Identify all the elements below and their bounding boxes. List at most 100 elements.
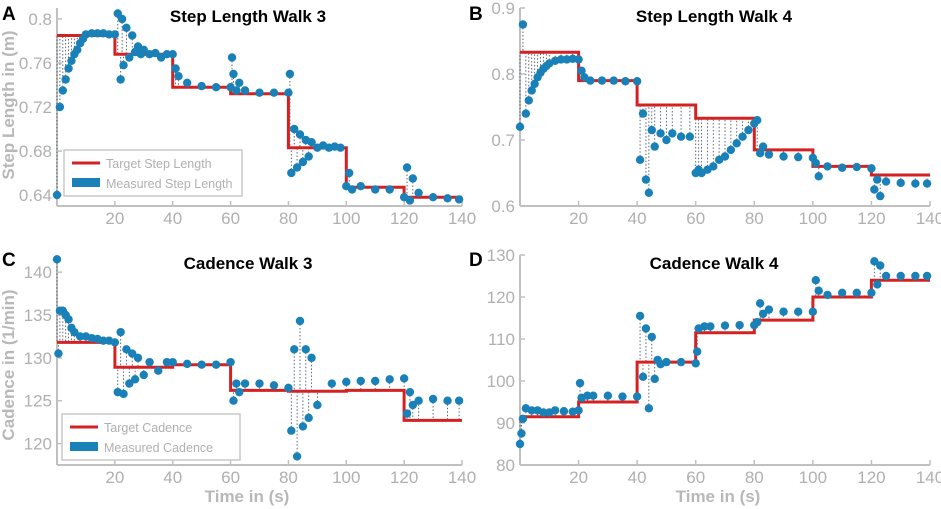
panel-a-y-tick-label: 0.72 [19, 98, 52, 117]
panel-c-letter: C [2, 250, 16, 271]
panel-c-measured-point [327, 379, 337, 388]
panel-a-measured-point [117, 14, 127, 24]
panel-a-measured-point [292, 163, 302, 172]
panel-a-measured-point [67, 56, 76, 65]
panel-b-measured-point [574, 55, 583, 64]
panel-d-measured-point [559, 407, 569, 416]
panel-a-measured-point [229, 69, 238, 79]
panel-c-measured-point [232, 379, 241, 388]
panel-b-x-tick-label: 100 [799, 209, 827, 228]
panel-c-measured-point [414, 396, 423, 405]
panel-d-letter: D [469, 250, 483, 271]
panel-c-measured-point [197, 360, 206, 369]
panel-d-measured-point [873, 280, 882, 289]
panel-c-measured-point [99, 336, 108, 345]
panel-c-x-tick-label: 80 [279, 468, 298, 487]
panel-b-measured-point [744, 125, 753, 135]
panel-a: A Step Length Walk 3 Step Length in (m) … [0, 4, 476, 228]
panel-b-measured-point [527, 86, 536, 95]
panel-c-measured-point [229, 396, 238, 405]
panel-d: D Cadence Walk 4 Time in (s) 20 40 60 80 100… [469, 246, 941, 506]
panel-b-measured-point [650, 142, 659, 151]
panel-b-measured-point [685, 132, 695, 141]
panel-b-measured-point [867, 164, 876, 173]
panel-d-measured-point [638, 372, 648, 381]
panel-b-measured-point [811, 158, 820, 168]
panel-c-measured-point [405, 387, 415, 397]
legend-a-measured-label: Measured Step Length [106, 177, 233, 191]
panel-a-x-tick-label: 80 [279, 209, 298, 228]
panel-a-measured-point [93, 29, 102, 38]
panel-a-measured-point [104, 30, 114, 39]
panel-b-x-tick-label: 140 [916, 209, 941, 228]
panel-b-y-tick-label: 0.9 [491, 0, 515, 18]
panel-c-target-line [57, 340, 462, 422]
panel-d-measured-point [896, 271, 905, 281]
panel-a-measured-point [298, 157, 308, 167]
panel-d-plot: 20 40 60 80 100 120 140 80 90 100 110 120 130 [487, 246, 941, 487]
panel-a-measured-point [171, 64, 180, 73]
panel-d-measured-point [650, 374, 659, 384]
panel-b-measured-point [738, 132, 747, 141]
panel-b-measured-point [530, 79, 539, 89]
panel-c-measured-point [342, 377, 351, 387]
panel-d-y-tick-label: 90 [496, 414, 515, 433]
panel-a-x-tick-label: 60 [221, 209, 240, 228]
panel-b-measured-point [638, 109, 648, 118]
panel-b-measured-point [577, 66, 586, 75]
panel-a-x-tick-label: 20 [105, 209, 124, 228]
panel-d-x-tick-label: 140 [916, 468, 941, 487]
panel-c-y-tick-label: 140 [24, 263, 52, 282]
panel-a-measured-point [227, 53, 237, 62]
panel-d-measured-point [867, 288, 876, 297]
panel-b-y-tick-label: 0.6 [491, 197, 515, 216]
panel-a-measured-point [235, 78, 244, 88]
panel-c-measured-point [162, 357, 172, 367]
panel-b-measured-point [837, 163, 847, 172]
panel-b-measured-point [732, 139, 741, 148]
panel-c-measured-point [168, 357, 177, 367]
panel-c-measured-point [54, 349, 63, 358]
panel-a-measured-point [287, 168, 296, 178]
panel-c-measured-point [64, 315, 73, 324]
panel-a-measured-point [408, 174, 418, 183]
panel-d-x-tick-label: 80 [745, 468, 764, 487]
panel-d-measured-point [515, 439, 525, 449]
panel-d-measured-point [779, 307, 788, 316]
panel-b-measured-point [814, 172, 823, 181]
legend-c-measured-swatch [70, 442, 98, 451]
panel-d-x-tick-label: 120 [857, 468, 885, 487]
panel-b-measured-point [726, 145, 736, 155]
panel-c-ylabel: Cadence in (1/min) [0, 289, 18, 440]
panel-a-measured-point [128, 31, 137, 40]
panel-c-measured-point [402, 409, 412, 418]
panel-c-measured-point [301, 345, 310, 354]
panel-c-measured-point [408, 400, 418, 410]
panel-c-measured-point [443, 396, 452, 405]
panel-a-measured-point [443, 194, 452, 203]
panel-d-y-tick-label: 100 [487, 372, 515, 391]
panel-b-measured-point [647, 125, 656, 135]
panel-a-ylabel: Step Length in (m) [0, 30, 18, 179]
legend-c-target-label: Target Cadence [104, 421, 192, 435]
panel-b-measured-point [621, 77, 630, 86]
panel-b-measured-point [764, 150, 774, 159]
panel-b-measured-point [709, 162, 718, 171]
panel-d-measured-point [753, 318, 762, 327]
panel-a-measured-point [168, 50, 177, 59]
panel-a-measured-point [371, 185, 380, 194]
panel-c: C Cadence Walk 3 Cadence in (1/min) Time… [0, 250, 476, 506]
panel-c-x-tick-label: 60 [221, 468, 240, 487]
panel-a-measured-point [307, 138, 316, 147]
panel-a-measured-point [295, 130, 305, 139]
panel-d-target-line [520, 278, 930, 419]
panel-a-measured-point [240, 86, 250, 95]
panel-d-xlabel: Time in (s) [676, 487, 761, 506]
panel-a-measured-point [55, 102, 65, 112]
panel-b-x-tick-label: 120 [857, 209, 885, 228]
panel-d-measured-point [691, 359, 700, 368]
panel-a-measured-point [116, 75, 125, 84]
panel-c-measured-point [235, 387, 244, 397]
panel-a-measured-point [428, 193, 438, 202]
panel-d-measured-point [589, 391, 598, 400]
